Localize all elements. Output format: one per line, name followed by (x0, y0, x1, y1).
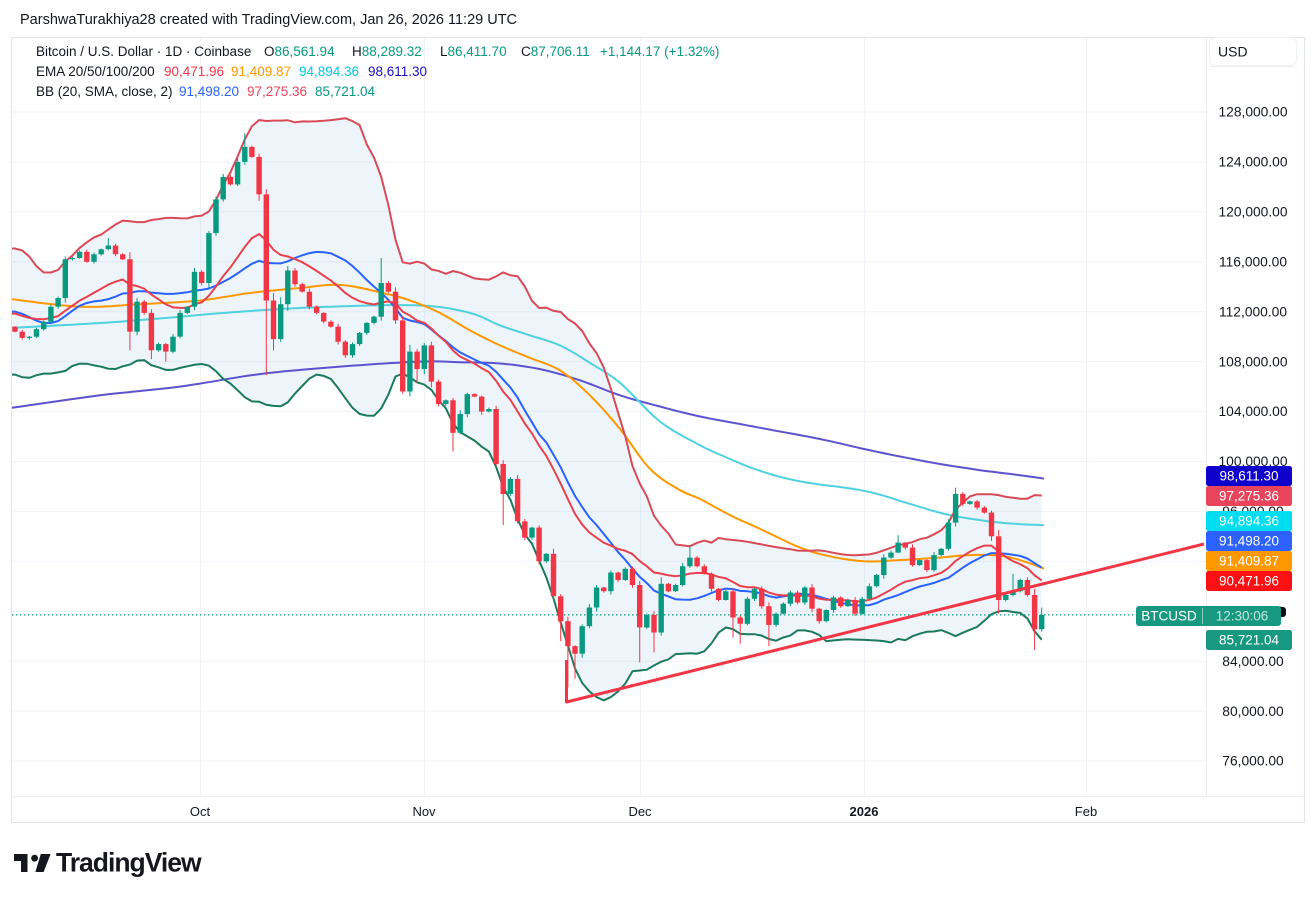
svg-text:124,000.00: 124,000.00 (1218, 155, 1287, 170)
svg-text:Nov: Nov (412, 804, 436, 819)
svg-text:ParshwaTurakhiya28 created wit: ParshwaTurakhiya28 created with TradingV… (20, 12, 517, 28)
svg-text:128,000.00: 128,000.00 (1218, 105, 1287, 120)
svg-text:Feb: Feb (1075, 804, 1097, 819)
svg-text:91,498.20: 91,498.20 (1219, 534, 1279, 549)
svg-text:100,000.00: 100,000.00 (1218, 454, 1287, 469)
svg-text:L86,411.70: L86,411.70 (440, 44, 507, 59)
svg-text:112,000.00: 112,000.00 (1219, 304, 1287, 319)
svg-text:TradingView: TradingView (56, 848, 202, 878)
svg-text:Dec: Dec (628, 804, 652, 819)
svg-text:2026: 2026 (850, 804, 879, 819)
svg-text:Oct: Oct (190, 804, 211, 819)
svg-text:108,000.00: 108,000.00 (1218, 354, 1287, 369)
svg-text:90,471.96: 90,471.96 (1219, 574, 1279, 589)
svg-text:BTCUSD: BTCUSD (1141, 609, 1197, 624)
svg-text:91,498.20: 91,498.20 (179, 84, 239, 99)
svg-text:85,721.04: 85,721.04 (1219, 633, 1280, 648)
svg-text:94,894.36: 94,894.36 (299, 64, 359, 79)
svg-text:104,000.00: 104,000.00 (1218, 404, 1287, 419)
svg-text:Bitcoin / U.S. Dollar · 1D · C: Bitcoin / U.S. Dollar · 1D · Coinbase (36, 44, 251, 59)
svg-text:97,275.36: 97,275.36 (247, 84, 307, 99)
svg-text:98,611.30: 98,611.30 (1219, 469, 1278, 484)
svg-text:94,894.36: 94,894.36 (1219, 514, 1279, 529)
svg-text:BB (20, SMA, close, 2): BB (20, SMA, close, 2) (36, 84, 173, 99)
svg-text:C87,706.11: C87,706.11 (521, 44, 590, 59)
svg-text:91,409.87: 91,409.87 (1219, 554, 1279, 569)
svg-text:12:30:06: 12:30:06 (1216, 609, 1269, 624)
svg-text:98,611.30: 98,611.30 (368, 64, 427, 79)
svg-text:120,000.00: 120,000.00 (1218, 205, 1287, 220)
svg-text:EMA 20/50/100/200: EMA 20/50/100/200 (36, 64, 155, 79)
svg-text:H88,289.32: H88,289.32 (352, 44, 422, 59)
svg-text:116,000.00: 116,000.00 (1219, 255, 1287, 270)
svg-text:85,721.04: 85,721.04 (315, 84, 376, 99)
svg-text:+1,144.17 (+1.32%): +1,144.17 (+1.32%) (600, 44, 719, 59)
svg-text:76,000.00: 76,000.00 (1222, 754, 1284, 769)
svg-text:90,471.96: 90,471.96 (164, 64, 224, 79)
svg-text:91,409.87: 91,409.87 (231, 64, 291, 79)
svg-text:80,000.00: 80,000.00 (1222, 704, 1284, 719)
svg-text:97,275.36: 97,275.36 (1219, 489, 1279, 504)
svg-text:O86,561.94: O86,561.94 (264, 44, 335, 59)
svg-text:USD: USD (1218, 44, 1248, 60)
svg-text:84,000.00: 84,000.00 (1222, 654, 1284, 669)
